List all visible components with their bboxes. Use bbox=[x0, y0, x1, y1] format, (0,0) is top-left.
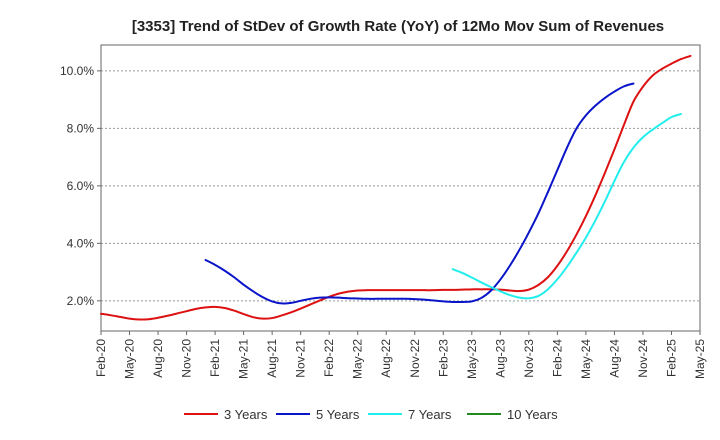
x-tick-label: Aug-22 bbox=[379, 339, 393, 378]
legend-label-10-years: 10 Years bbox=[507, 407, 558, 422]
y-tick-label: 2.0% bbox=[67, 294, 95, 308]
x-tick-label: Aug-20 bbox=[151, 339, 165, 378]
x-tick-label: Feb-20 bbox=[94, 339, 108, 377]
x-tick-label: Aug-23 bbox=[493, 339, 507, 378]
axis-layer: 2.0% 4.0% 6.0% 8.0% 10.0% Feb-20 May-20 Aug-20 N… bbox=[60, 44, 707, 379]
series-line-5-years bbox=[204, 82, 635, 305]
x-tick-label: Nov-21 bbox=[294, 339, 308, 378]
series-layer bbox=[100, 54, 692, 321]
y-tick-label: 4.0% bbox=[67, 236, 95, 250]
x-tick-label: Feb-23 bbox=[436, 339, 450, 377]
legend-label-3-years: 3 Years bbox=[224, 407, 268, 422]
y-tick-label: 6.0% bbox=[67, 179, 95, 193]
legend-label-5-years: 5 Years bbox=[316, 407, 360, 422]
x-tick-label: Feb-24 bbox=[550, 339, 564, 377]
legend: 3 Years 5 Years 7 Years 10 Years bbox=[184, 407, 558, 422]
series-line-3-years bbox=[100, 54, 692, 321]
chart-title: [3353] Trend of StDev of Growth Rate (Yo… bbox=[132, 18, 664, 35]
y-tick-label: 10.0% bbox=[60, 64, 94, 78]
grid-layer bbox=[101, 70, 700, 302]
x-tick-label: May-25 bbox=[693, 339, 707, 379]
x-tick-label: Aug-21 bbox=[265, 339, 279, 378]
x-tick-label: May-23 bbox=[465, 339, 479, 379]
x-tick-label: Feb-25 bbox=[664, 339, 678, 377]
x-tick-label: Aug-24 bbox=[607, 339, 621, 378]
x-tick-label: Nov-22 bbox=[408, 339, 422, 378]
x-tick-label: Nov-23 bbox=[522, 339, 536, 378]
plot-frame bbox=[100, 44, 701, 332]
x-tick-label: May-20 bbox=[123, 339, 137, 379]
x-tick-label: Nov-20 bbox=[180, 339, 194, 378]
legend-label-7-years: 7 Years bbox=[408, 407, 452, 422]
x-tick-label: Feb-21 bbox=[208, 339, 222, 377]
x-tick-label: May-24 bbox=[579, 339, 593, 379]
x-tick-label: May-22 bbox=[351, 339, 365, 379]
x-tick-label: Feb-22 bbox=[322, 339, 336, 377]
y-tick-label: 8.0% bbox=[67, 121, 95, 135]
x-tick-label: Nov-24 bbox=[636, 339, 650, 378]
series-line-7-years bbox=[451, 112, 682, 300]
x-tick-label: May-21 bbox=[237, 339, 251, 379]
